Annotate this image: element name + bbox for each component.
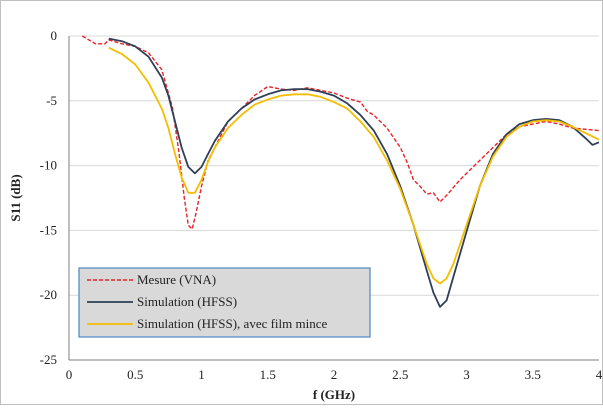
legend-label-2: Simulation (HFSS), avec film mince (137, 316, 328, 331)
series-lines (81, 35, 600, 308)
tick-labels: 0 -5 -10 -15 -20 -25 0 0.5 1 1.5 2 2.5 3 3.5 4 (40, 28, 603, 382)
legend-label-1: Simulation (HFSS) (137, 294, 237, 309)
y-tick-label: -5 (46, 93, 57, 108)
x-tick-label: 3 (463, 367, 470, 382)
x-tick-label: 3.5 (525, 367, 541, 382)
y-axis-title: S11 (dB) (8, 174, 23, 221)
series-line-2 (108, 46, 600, 285)
y-tick-label: -15 (40, 222, 57, 237)
x-axis-title: f (GHz) (313, 387, 355, 402)
x-tick-label: 0.5 (127, 367, 143, 382)
y-tick-label: -10 (40, 158, 57, 173)
x-tick-label: 1 (198, 367, 205, 382)
legend-items: Mesure (VNA) Simulation (HFSS) Simulation … (87, 272, 328, 331)
y-tick-label: -20 (40, 287, 57, 302)
y-tick-label: -25 (40, 352, 57, 367)
legend: Mesure (VNA) Simulation (HFSS) Simulation … (78, 267, 371, 338)
x-tick-label: 1.5 (260, 367, 276, 382)
x-tick-label: 2 (331, 367, 338, 382)
legend-label-0: Mesure (VNA) (137, 272, 216, 287)
y-tick-label: 0 (51, 28, 58, 43)
series-line-1 (108, 37, 600, 308)
x-tick-label: 2.5 (392, 367, 408, 382)
x-tick-label: 0 (66, 367, 73, 382)
x-tick-label: 4 (596, 367, 603, 382)
axes (68, 36, 599, 361)
